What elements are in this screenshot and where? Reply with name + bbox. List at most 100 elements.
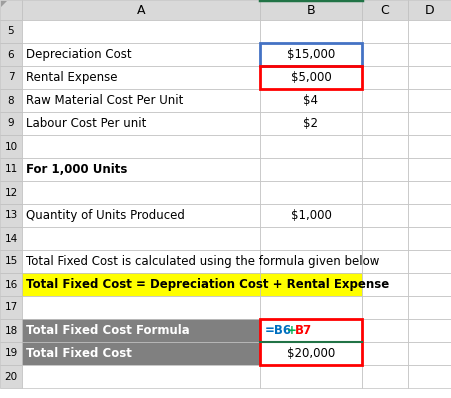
Text: $2: $2: [303, 117, 318, 130]
Bar: [22, 296, 259, 319]
Bar: [361, 135, 407, 158]
Text: Rental Expense: Rental Expense: [26, 71, 117, 84]
Bar: [0, 0, 22, 20]
Bar: [259, 227, 361, 250]
Text: Total Fixed Cost is calculated using the formula given below: Total Fixed Cost is calculated using the…: [26, 255, 378, 268]
Bar: [0, 112, 22, 135]
Bar: [361, 342, 407, 365]
Bar: [22, 319, 259, 342]
Bar: [259, 319, 361, 365]
Bar: [22, 0, 259, 20]
Text: 9: 9: [8, 119, 14, 129]
Bar: [0, 20, 22, 43]
Bar: [361, 296, 407, 319]
Bar: [0, 135, 22, 158]
Text: 19: 19: [5, 349, 18, 359]
Bar: [361, 89, 407, 112]
Text: Raw Material Cost Per Unit: Raw Material Cost Per Unit: [26, 94, 183, 107]
Bar: [407, 20, 451, 43]
Bar: [407, 227, 451, 250]
Text: $4: $4: [303, 94, 318, 107]
Bar: [259, 250, 361, 273]
Text: D: D: [424, 4, 434, 16]
Bar: [0, 319, 22, 342]
Bar: [0, 43, 22, 66]
Text: $20,000: $20,000: [286, 347, 334, 360]
Bar: [22, 250, 259, 273]
Bar: [259, 158, 361, 181]
Text: 7: 7: [8, 72, 14, 82]
Bar: [259, 0, 361, 20]
Text: $5,000: $5,000: [290, 71, 331, 84]
Bar: [407, 365, 451, 388]
Bar: [0, 227, 22, 250]
Text: 14: 14: [5, 234, 18, 244]
Bar: [0, 66, 22, 89]
Text: 8: 8: [8, 96, 14, 105]
Polygon shape: [1, 1, 7, 7]
Bar: [0, 273, 22, 296]
Bar: [259, 319, 361, 342]
Bar: [361, 43, 407, 66]
Bar: [407, 43, 451, 66]
Text: 10: 10: [5, 142, 18, 152]
Bar: [22, 20, 259, 43]
Text: $1,000: $1,000: [290, 209, 331, 222]
Bar: [22, 89, 259, 112]
Bar: [259, 365, 361, 388]
Bar: [407, 112, 451, 135]
Bar: [0, 365, 22, 388]
Bar: [361, 204, 407, 227]
Bar: [259, 342, 361, 365]
Bar: [407, 342, 451, 365]
Text: Total Fixed Cost = Depreciation Cost + Rental Expense: Total Fixed Cost = Depreciation Cost + R…: [26, 278, 388, 291]
Text: 12: 12: [5, 187, 18, 197]
Bar: [0, 204, 22, 227]
Bar: [407, 135, 451, 158]
Bar: [22, 181, 259, 204]
Text: Depreciation Cost: Depreciation Cost: [26, 48, 131, 61]
Bar: [361, 66, 407, 89]
Bar: [0, 181, 22, 204]
Text: 13: 13: [5, 211, 18, 220]
Bar: [259, 43, 361, 66]
Text: =B6: =B6: [264, 324, 291, 337]
Bar: [22, 227, 259, 250]
Bar: [259, 20, 361, 43]
Bar: [259, 43, 361, 66]
Bar: [22, 204, 259, 227]
Text: $15,000: $15,000: [286, 48, 334, 61]
Bar: [361, 158, 407, 181]
Bar: [361, 319, 407, 342]
Text: 11: 11: [5, 164, 18, 174]
Bar: [407, 273, 451, 296]
Text: 5: 5: [8, 27, 14, 37]
Bar: [361, 181, 407, 204]
Bar: [259, 135, 361, 158]
Bar: [22, 342, 259, 365]
Bar: [22, 135, 259, 158]
Text: 16: 16: [5, 279, 18, 289]
Bar: [361, 227, 407, 250]
Bar: [259, 89, 361, 112]
Text: B7: B7: [295, 324, 312, 337]
Text: 17: 17: [5, 302, 18, 312]
Bar: [259, 181, 361, 204]
Bar: [361, 365, 407, 388]
Bar: [361, 250, 407, 273]
Text: C: C: [380, 4, 388, 16]
Bar: [407, 89, 451, 112]
Bar: [407, 66, 451, 89]
Text: 20: 20: [5, 371, 18, 382]
Bar: [22, 365, 259, 388]
Bar: [407, 319, 451, 342]
Bar: [0, 250, 22, 273]
Bar: [259, 66, 361, 89]
Bar: [407, 0, 451, 20]
Bar: [361, 20, 407, 43]
Bar: [259, 273, 361, 296]
Bar: [407, 181, 451, 204]
Text: Total Fixed Cost Formula: Total Fixed Cost Formula: [26, 324, 189, 337]
Bar: [259, 204, 361, 227]
Bar: [22, 66, 259, 89]
